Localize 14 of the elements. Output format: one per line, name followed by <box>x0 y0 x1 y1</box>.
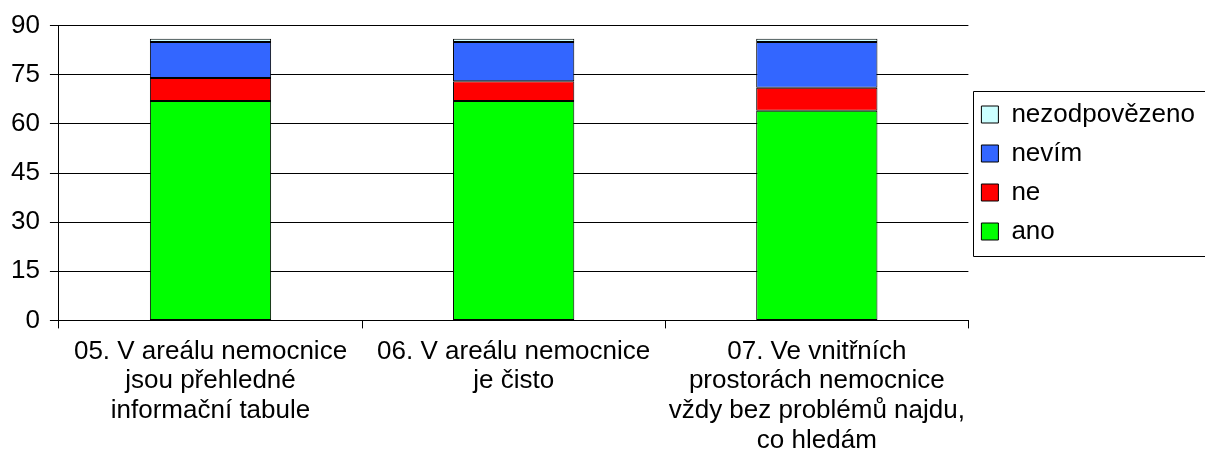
x-tick-label: 05. V areálu nemocnice jsou přehledné informační tabule <box>73 334 348 425</box>
legend-label: ne <box>1011 175 1041 206</box>
y-tick-label: 30 <box>11 205 40 236</box>
legend-label: nevím <box>1011 136 1083 167</box>
y-tick-label: 90 <box>11 8 40 39</box>
y-tick-label: 45 <box>11 156 40 187</box>
x-tick-label: 07. Ve vnitřních prostorách nemocnice vždy bez problémů najdu, co hledám <box>668 334 965 455</box>
y-tick-label: 0 <box>25 303 40 334</box>
y-tick-label: 15 <box>11 254 40 285</box>
y-tick-label: 60 <box>11 107 40 138</box>
y-tick-label: 75 <box>11 57 40 88</box>
legend-label: nezodpovězeno <box>1011 97 1196 128</box>
legend-label: ano <box>1011 214 1055 245</box>
x-tick-label: 06. V areálu nemocnice je čisto <box>377 334 651 395</box>
